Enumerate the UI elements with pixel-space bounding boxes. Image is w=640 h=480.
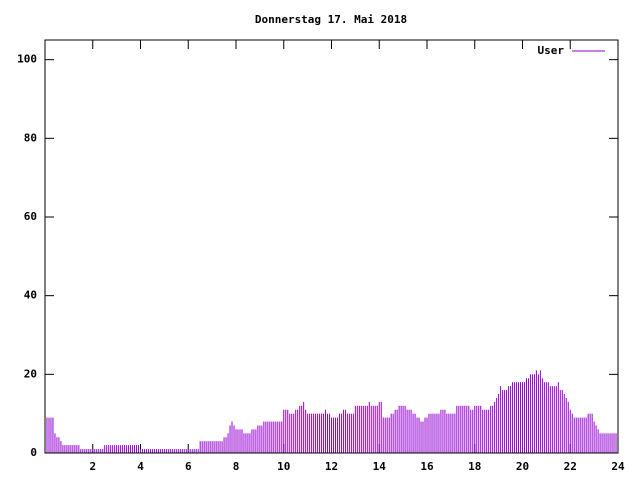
x-tick-label: 4 xyxy=(137,460,144,473)
x-tick-label: 24 xyxy=(611,460,625,473)
x-tick-label: 8 xyxy=(233,460,240,473)
x-tick-label: 22 xyxy=(564,460,577,473)
x-tick-label: 2 xyxy=(89,460,96,473)
y-tick-label: 40 xyxy=(24,289,37,302)
x-tick-label: 18 xyxy=(468,460,481,473)
legend-label: User xyxy=(538,44,565,57)
x-tick-label: 16 xyxy=(420,460,434,473)
plot-border xyxy=(44,39,619,454)
y-tick-label: 60 xyxy=(24,210,37,223)
y-tick-label: 0 xyxy=(30,446,37,459)
x-tick-label: 20 xyxy=(516,460,529,473)
x-tick-label: 6 xyxy=(185,460,192,473)
y-tick-label: 100 xyxy=(17,53,37,66)
x-tick-label: 12 xyxy=(325,460,338,473)
y-tick-label: 20 xyxy=(24,367,37,380)
chart-title: Donnerstag 17. Mai 2018 xyxy=(255,13,407,26)
x-tick-label: 14 xyxy=(373,460,387,473)
y-tick-label: 80 xyxy=(24,131,37,144)
x-tick-label: 10 xyxy=(277,460,290,473)
